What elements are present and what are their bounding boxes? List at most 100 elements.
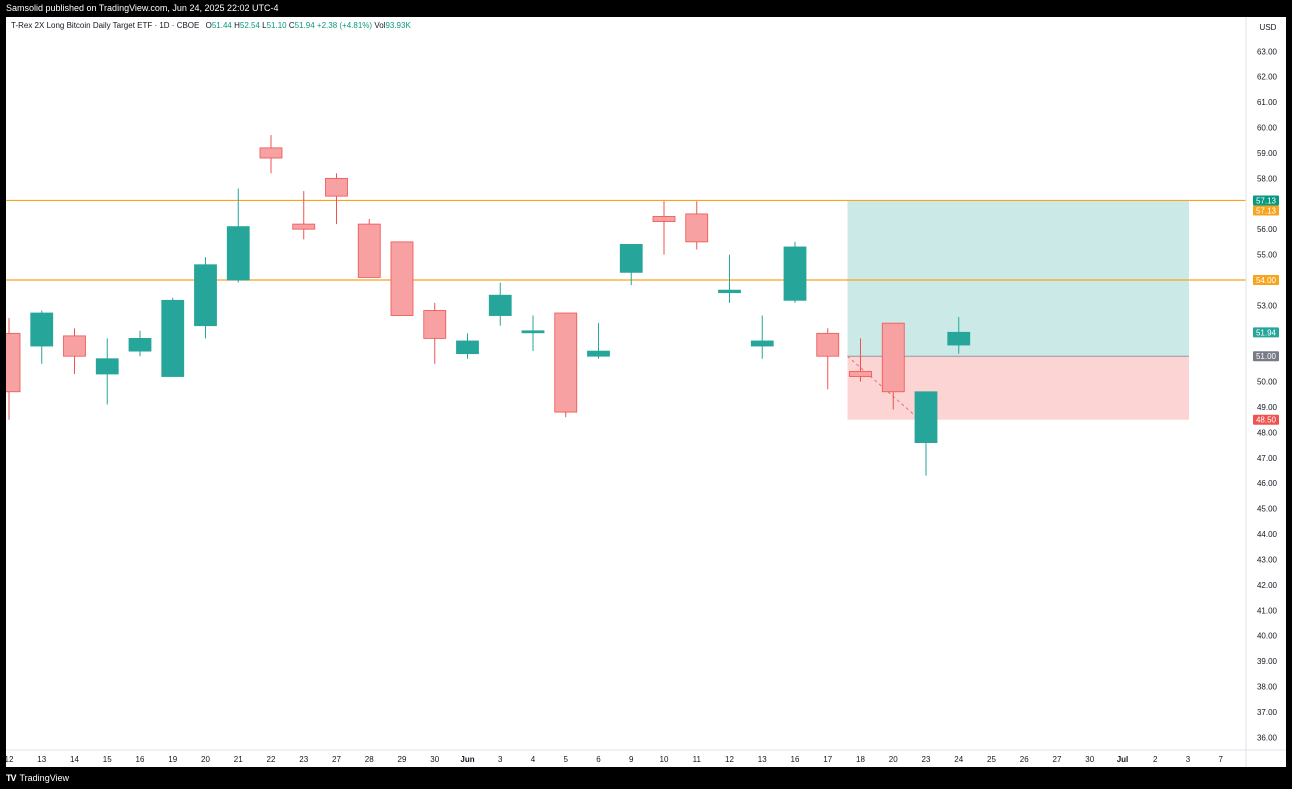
x-tick-label: 13 xyxy=(37,755,46,764)
candle-body xyxy=(292,223,316,230)
y-tick-label: 62.00 xyxy=(1257,73,1278,82)
x-tick-label: 27 xyxy=(1053,755,1062,764)
candle-body xyxy=(357,223,381,278)
x-tick-label: 9 xyxy=(629,755,634,764)
candlestick-chart[interactable]: USD36.0037.0038.0039.0040.0041.0042.0043… xyxy=(6,17,1286,767)
candle xyxy=(488,282,512,326)
x-tick-label: 3 xyxy=(498,755,503,764)
candle xyxy=(947,317,971,354)
y-tick-label: 59.00 xyxy=(1257,149,1278,158)
price-label-box xyxy=(1253,274,1279,285)
candle xyxy=(816,328,840,390)
candle-body xyxy=(423,310,447,339)
x-tick-label: 30 xyxy=(1085,755,1094,764)
candle-body xyxy=(718,289,741,294)
price-label-text: 54.00 xyxy=(1256,276,1277,285)
symbol-legend: T-Rex 2X Long Bitcoin Daily Target ETF ·… xyxy=(11,21,411,30)
open-label: O xyxy=(205,21,212,30)
price-label-text: 51.00 xyxy=(1256,352,1277,361)
candle xyxy=(881,322,905,410)
candle-body xyxy=(30,312,54,347)
x-tick-label: 12 xyxy=(725,755,734,764)
price-label-target-level: 57.13 xyxy=(1253,205,1279,216)
x-tick-label: 4 xyxy=(531,755,536,764)
candle-body xyxy=(161,299,185,377)
y-tick-label: 47.00 xyxy=(1257,454,1278,463)
x-tick-label: 28 xyxy=(365,755,374,764)
x-tick-label: 29 xyxy=(398,755,407,764)
tradingview-logo-icon: TV xyxy=(6,773,16,783)
candle-body xyxy=(783,246,807,301)
y-tick-label: 60.00 xyxy=(1257,124,1278,133)
candle xyxy=(718,254,741,303)
candle xyxy=(95,338,119,405)
y-tick-label: 63.00 xyxy=(1257,47,1278,56)
y-tick-label: 36.00 xyxy=(1257,733,1278,742)
chart-panel[interactable]: USD 36.00 37.00 38.00 39.00 40.00 41.00 42.00 43… xyxy=(6,17,1286,767)
y-tick-label: 38.00 xyxy=(1257,682,1278,691)
y-tick-label: 46.00 xyxy=(1257,479,1278,488)
candle-body xyxy=(488,294,512,316)
candle-body xyxy=(881,322,905,393)
candle xyxy=(259,135,283,174)
x-tick-label: 23 xyxy=(299,755,308,764)
price-label-entry: 51.00 xyxy=(1253,351,1279,362)
tradingview-logo: TV TradingView xyxy=(6,773,69,783)
candle xyxy=(161,297,185,377)
publish-footer: TV TradingView xyxy=(0,767,1292,789)
y-tick-label: 44.00 xyxy=(1257,530,1278,539)
candle-body xyxy=(619,244,643,273)
y-tick-label: 42.00 xyxy=(1257,581,1278,590)
candle-body xyxy=(6,332,21,393)
x-tick-label: 30 xyxy=(430,755,439,764)
candle-body xyxy=(128,338,152,352)
vol-value: 93.93K xyxy=(385,21,411,30)
candle xyxy=(783,241,807,303)
y-tick-label: 49.00 xyxy=(1257,403,1278,412)
x-tick-label: 5 xyxy=(564,755,569,764)
price-label-text: 57.13 xyxy=(1256,206,1277,215)
candle-body xyxy=(95,358,119,375)
x-tick-label: 23 xyxy=(922,755,931,764)
y-tick-label: 53.00 xyxy=(1257,301,1278,310)
candle-body xyxy=(914,391,938,443)
candle-body xyxy=(816,332,840,357)
x-tick-label: 14 xyxy=(70,755,79,764)
price-label-box xyxy=(1253,351,1279,362)
x-tick-label: 6 xyxy=(596,755,601,764)
price-label-level: 54.00 xyxy=(1253,274,1279,285)
candle xyxy=(750,315,774,359)
candle-body xyxy=(194,264,217,327)
candle xyxy=(652,201,676,255)
y-tick-label: 39.00 xyxy=(1257,657,1278,666)
y-tick-label: 48.00 xyxy=(1257,428,1278,437)
y-tick-label: 55.00 xyxy=(1257,251,1278,260)
candle-body xyxy=(947,331,971,346)
x-tick-label: 19 xyxy=(168,755,177,764)
published-text: Samsolid published on TradingView.com, J… xyxy=(6,3,279,13)
symbol-name: T-Rex 2X Long Bitcoin Daily Target ETF ·… xyxy=(11,21,200,30)
x-tick-label: 11 xyxy=(693,755,702,764)
high-label: H xyxy=(234,21,240,30)
candle xyxy=(128,330,152,357)
candle-body xyxy=(456,340,479,355)
y-tick-label: 58.00 xyxy=(1257,174,1278,183)
x-tick-label: 17 xyxy=(823,755,832,764)
candle xyxy=(194,257,217,339)
y-tick-label: 56.00 xyxy=(1257,225,1278,234)
x-tick-label: 7 xyxy=(1219,755,1224,764)
tradingview-brand: TradingView xyxy=(19,773,70,783)
candle xyxy=(456,333,479,359)
x-tick-label: 25 xyxy=(987,755,996,764)
x-tick-label: 26 xyxy=(1020,755,1029,764)
x-tick-label: 12 xyxy=(6,755,14,764)
y-tick-label: 61.00 xyxy=(1257,98,1278,107)
price-label-stop: 48.50 xyxy=(1253,414,1279,425)
candle xyxy=(226,188,250,283)
candle-body xyxy=(652,216,676,222)
y-tick-label: 45.00 xyxy=(1257,505,1278,514)
candle xyxy=(685,201,709,250)
x-tick-label: 27 xyxy=(332,755,341,764)
x-tick-label: 16 xyxy=(136,755,145,764)
candle xyxy=(914,391,938,476)
